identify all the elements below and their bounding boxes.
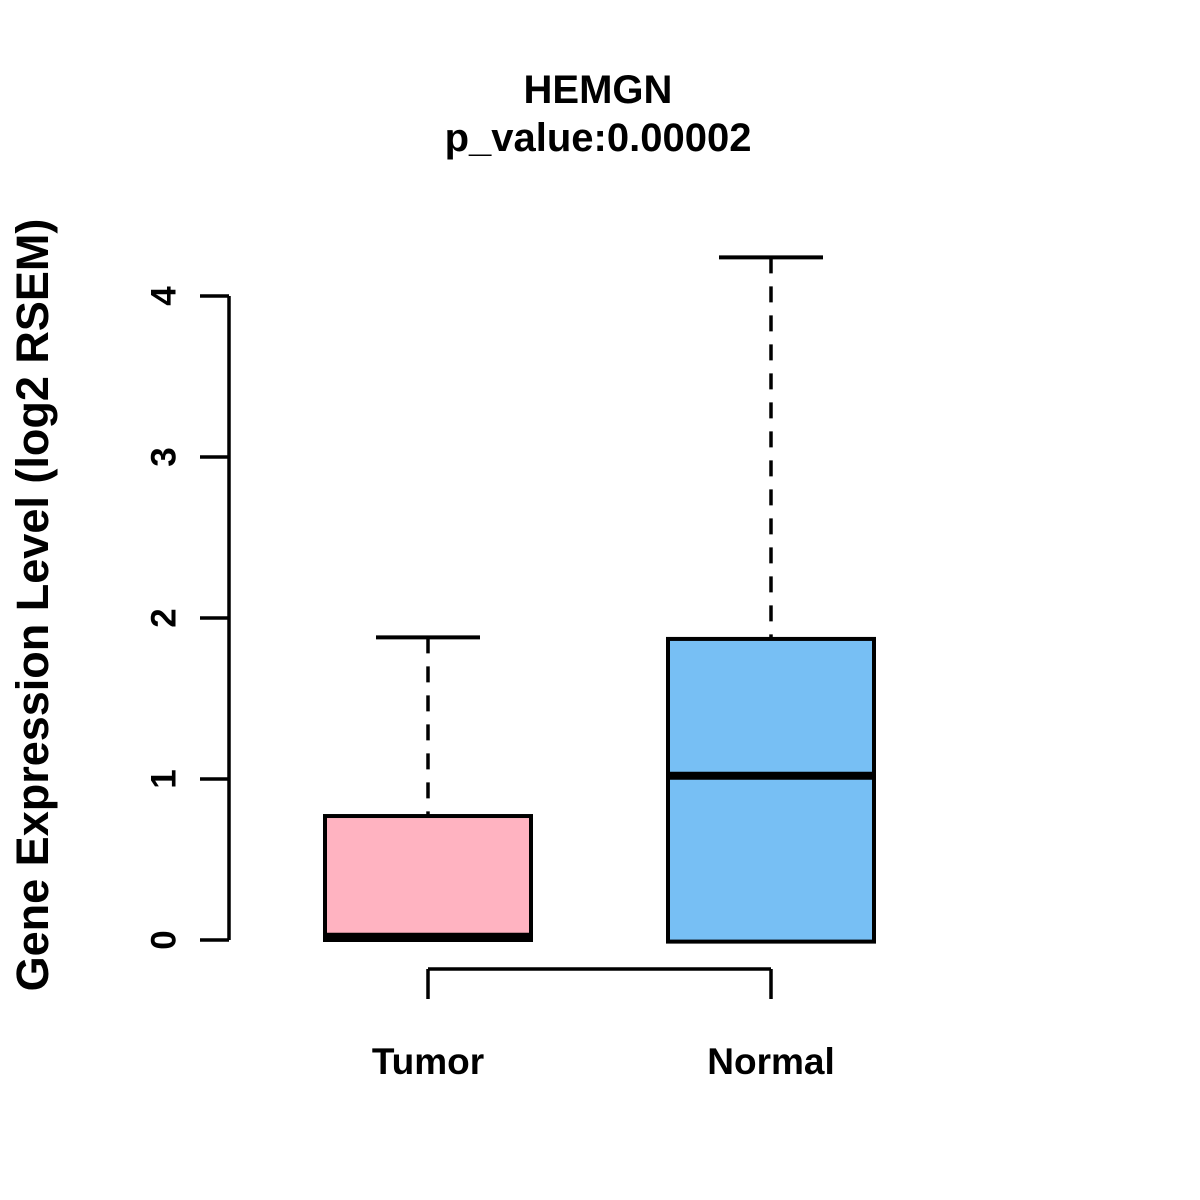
box-tumor [323, 635, 533, 943]
y-tick-label: 4 [145, 286, 184, 306]
y-tick-label: 0 [145, 930, 184, 949]
x-category-label: Tumor [372, 1041, 484, 1082]
y-tick-label: 3 [145, 447, 184, 466]
plot-area: 0 1 2 3 4 Tumor Normal [145, 255, 876, 1082]
y-axis-title: Gene Expression Level (log2 RSEM) [7, 219, 58, 992]
x-category-label: Normal [707, 1041, 834, 1082]
y-tick-label: 1 [145, 769, 184, 788]
chart-title: HEMGN [524, 68, 673, 112]
y-tick-label: 2 [145, 608, 184, 627]
box-normal [666, 255, 876, 944]
iqr-box [323, 814, 533, 943]
iqr-box [666, 636, 876, 944]
chart-subtitle: p_value:0.00002 [445, 116, 752, 160]
